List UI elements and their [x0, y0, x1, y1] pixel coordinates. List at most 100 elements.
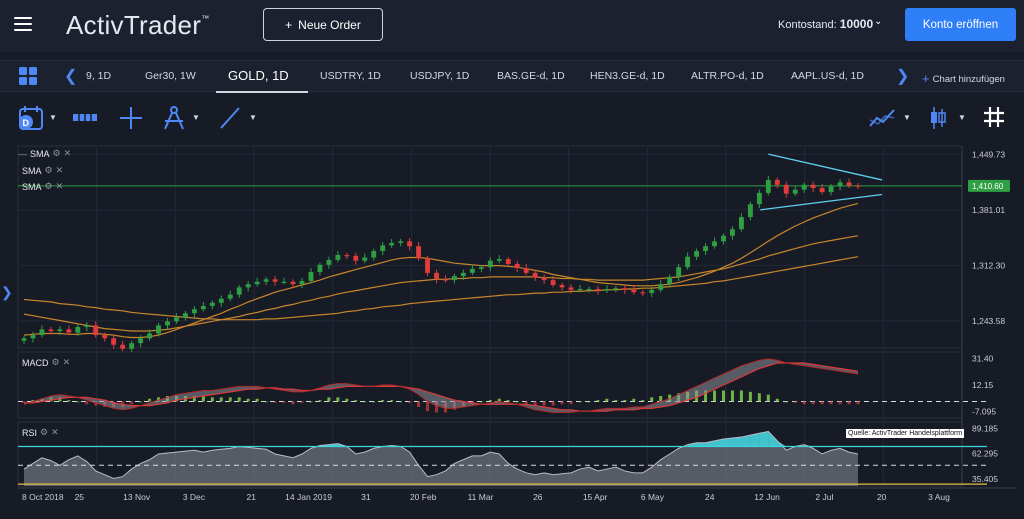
indicators-icon[interactable]	[868, 106, 896, 130]
macd-histogram-bar	[273, 401, 277, 403]
tab-chart[interactable]: AAPL.US-d, 1D	[791, 70, 864, 82]
drawing-toolbar: D ▼ ▼ ▼ ▼ ▼	[0, 97, 1024, 141]
tab-chart[interactable]: ALTR.PO-d, 1D	[691, 70, 764, 82]
tab-chart[interactable]: BAS.GE-d, 1D	[497, 70, 565, 82]
macd-histogram-bar	[85, 401, 89, 405]
layout-grid-icon[interactable]	[19, 67, 37, 85]
grid-hash-icon[interactable]	[983, 106, 1005, 128]
macd-histogram-bar	[721, 390, 725, 402]
candle-body	[703, 246, 708, 252]
rsi-overbought-fill	[777, 440, 787, 447]
candle-body	[721, 235, 726, 242]
menu-icon[interactable]	[14, 17, 32, 31]
macd-histogram-bar	[201, 396, 205, 402]
candle-body	[837, 182, 843, 187]
candle-body	[568, 287, 574, 290]
candle-body	[855, 185, 861, 187]
trendline-icon[interactable]	[219, 106, 241, 130]
compass-icon[interactable]	[162, 105, 186, 131]
candle-body	[362, 257, 368, 261]
macd-histogram-bar	[748, 391, 752, 402]
macd-histogram-bar	[829, 401, 833, 405]
macd-histogram-bar	[757, 393, 761, 402]
candle-body	[514, 263, 520, 269]
chart-type-icon[interactable]	[72, 112, 98, 124]
macd-histogram-bar	[784, 401, 788, 403]
price-chart[interactable]: 1,449.73 1,381.01 1,312.30 1,243.58 1,410.60…	[12, 144, 1016, 519]
time-tick-label: 31	[361, 492, 371, 502]
chevron-left-icon[interactable]: ❮	[64, 68, 78, 85]
open-account-button[interactable]: Konto eröffnen	[905, 8, 1016, 41]
candle-body	[756, 192, 762, 205]
candle-body	[747, 204, 753, 218]
caret-down-icon[interactable]: ▼	[903, 113, 911, 122]
time-tick-label: 20	[877, 492, 887, 502]
expand-sidebar-icon[interactable]: ❯	[1, 284, 13, 300]
macd-histogram-bar	[309, 401, 313, 403]
macd-histogram-bar	[578, 401, 582, 403]
candle-body	[667, 276, 673, 285]
macd-histogram-bar	[497, 398, 501, 402]
candle-body	[478, 267, 484, 269]
candle-body	[631, 289, 637, 293]
macd-legend[interactable]: MACD ⚙ ✕	[22, 357, 71, 368]
account-balance[interactable]: Kontostand: 10000	[778, 17, 874, 31]
macd-histogram-bar	[58, 397, 62, 402]
candle-body	[487, 260, 493, 268]
chart-area[interactable]: 1,449.73 1,381.01 1,312.30 1,243.58 1,410.60…	[12, 144, 1016, 519]
candle-body	[613, 288, 619, 290]
macd-histogram-bar	[264, 401, 268, 403]
time-tick-label: 3 Aug	[928, 492, 950, 502]
chevron-down-icon[interactable]: ⌄	[874, 16, 883, 27]
macd-histogram-bar	[372, 401, 376, 403]
macd-area	[24, 358, 858, 413]
app-header: ActivTrader™ + Neue Order Kontostand: 10…	[0, 0, 1024, 52]
tab-chart[interactable]: Ger30, 1W	[145, 70, 196, 82]
caret-down-icon[interactable]: ▼	[49, 113, 57, 122]
crosshair-icon[interactable]	[120, 107, 142, 129]
tab-chart-active[interactable]: GOLD, 1D	[228, 68, 289, 83]
candle-body	[57, 329, 63, 332]
candle-body	[245, 284, 251, 288]
timeframe-calendar-icon[interactable]: D	[16, 105, 46, 131]
time-tick-label: 12 Jun	[754, 492, 780, 502]
rsi-tick-label: 62.295	[972, 449, 998, 459]
candle-body	[738, 217, 744, 230]
macd-histogram-bar	[605, 398, 609, 402]
macd-histogram-bar	[775, 398, 779, 402]
tab-chart[interactable]: USDJPY, 1D	[410, 70, 470, 82]
macd-tick-label: 12.15	[972, 380, 994, 390]
tab-chart[interactable]: HEN3.GE-d, 1D	[590, 70, 665, 82]
candle-body	[765, 179, 771, 193]
macd-histogram-bar	[354, 400, 358, 402]
candle-body	[254, 281, 260, 285]
sma-legend[interactable]: SMA ⚙ ✕	[22, 165, 64, 176]
macd-histogram-bar	[668, 394, 672, 402]
candle-body	[84, 325, 90, 327]
chevron-right-icon[interactable]: ❯	[896, 68, 910, 85]
candle-body	[317, 264, 323, 273]
candle-body	[640, 292, 646, 294]
tab-chart[interactable]: USDTRY, 1D	[320, 70, 381, 82]
caret-down-icon[interactable]: ▼	[249, 113, 257, 122]
candle-body	[810, 184, 816, 189]
macd-histogram-bar	[551, 401, 555, 406]
candlestick-type-icon[interactable]	[928, 105, 948, 131]
caret-down-icon[interactable]: ▼	[958, 113, 966, 122]
add-chart-button[interactable]: + Chart hinzufügen	[922, 71, 1005, 86]
sma-legend[interactable]: — SMA ⚙ ✕	[18, 148, 72, 159]
candle-body	[658, 284, 664, 290]
tab-chart[interactable]: 9, 1D	[86, 70, 112, 82]
rsi-legend[interactable]: RSI ⚙ ✕	[22, 427, 59, 438]
price-tick-label: 1,243.58	[972, 316, 1005, 326]
macd-histogram-bar	[766, 394, 770, 402]
chart-tab-bar: ❮ 9, 1D Ger30, 1W GOLD, 1D USDTRY, 1D US…	[0, 60, 1024, 93]
macd-histogram-bar	[488, 400, 492, 402]
caret-down-icon[interactable]: ▼	[192, 113, 200, 122]
new-order-button[interactable]: + Neue Order	[263, 8, 383, 41]
macd-histogram-bar	[811, 401, 815, 405]
candle-body	[434, 272, 439, 280]
macd-histogram-bar	[739, 390, 743, 402]
sma-legend[interactable]: SMA ⚙ ✕	[22, 181, 64, 192]
macd-histogram-bar	[210, 397, 214, 402]
